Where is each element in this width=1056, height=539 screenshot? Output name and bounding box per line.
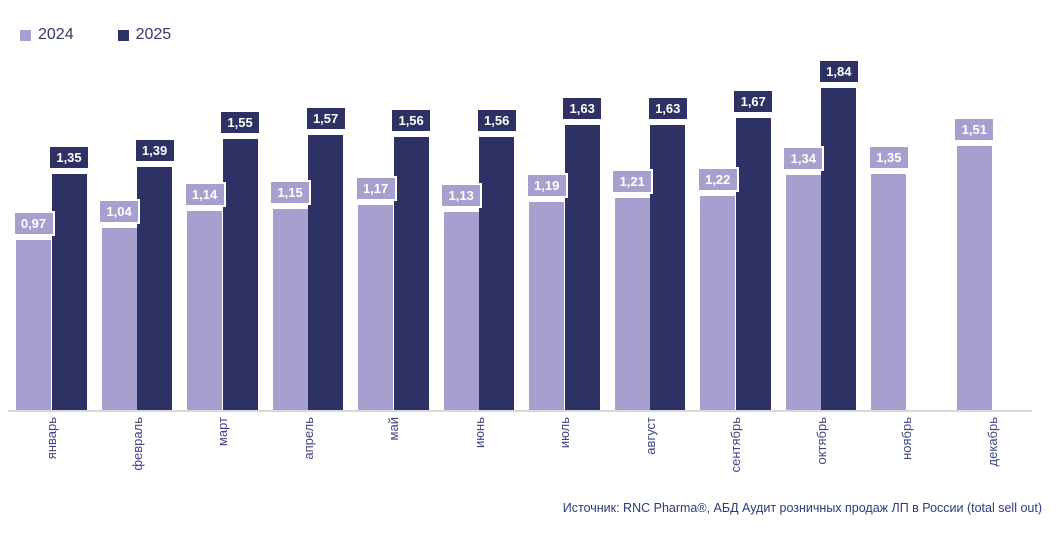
bar-group-10: 1,34 1,84 <box>782 50 860 410</box>
x-axis-label-cell-9: сентябрь <box>700 417 771 507</box>
bar-2025-month-7 <box>564 125 600 410</box>
bar-group-11: 1,35 <box>867 50 942 410</box>
x-axis-label-cell-1: январь <box>16 417 87 507</box>
plot-area: 0,97 1,35 1,04 1,39 1,14 1,55 1,15 1,57 1,17 1,56… <box>12 50 1028 410</box>
bar-2025-month-9 <box>735 118 771 410</box>
bar-2024-month-9 <box>700 196 736 410</box>
bar-2024-month-3 <box>187 211 223 410</box>
x-axis-label-12: декабрь <box>984 417 1000 467</box>
bar-2024-month-5 <box>358 205 394 410</box>
bar-value-label-2025-month-1: 1,35 <box>48 145 90 170</box>
bar-value-label-2024-month-12: 1,51 <box>953 117 996 142</box>
bar-value-label-2024-month-10: 1,34 <box>782 146 825 171</box>
legend-color-swatch-2025 <box>117 29 129 41</box>
x-axis-label-7: июль <box>557 417 573 449</box>
bar-2024-month-12 <box>956 146 992 410</box>
bar-2025-month-4 <box>308 135 344 410</box>
bar-group-8: 1,21 1,63 <box>611 50 689 410</box>
x-axis-label-cell-7: июль <box>529 417 600 507</box>
bar-2024-month-8 <box>614 198 650 410</box>
legend-item-2024: 2024 <box>20 26 74 44</box>
x-axis-label-11: ноябрь <box>899 417 915 460</box>
bar-2024-month-7 <box>529 202 565 410</box>
chart-legend: 2024 2025 <box>20 26 171 44</box>
bar-value-label-2024-month-9: 1,22 <box>696 167 739 192</box>
x-axis-label-1: январь <box>44 417 59 460</box>
x-axis-label-cell-12: декабрь <box>957 417 1028 507</box>
bar-2025-month-6 <box>479 137 515 410</box>
bar-group-12: 1,51 <box>953 50 1028 410</box>
x-axis-label-2: февраль <box>129 417 145 471</box>
x-axis-label-10: октябрь <box>813 417 829 465</box>
bar-value-label-2024-month-5: 1,17 <box>354 176 397 201</box>
x-axis-label-cell-11: ноябрь <box>871 417 942 507</box>
legend-color-swatch-2024 <box>20 29 31 41</box>
bar-2024-month-2 <box>101 228 137 410</box>
x-axis-label-5: май <box>386 417 402 441</box>
bar-group-7: 1,19 1,63 <box>525 50 604 410</box>
bar-2024-month-1 <box>16 240 51 410</box>
bar-value-label-2024-month-3: 1,14 <box>183 182 226 207</box>
x-axis-label-4: апрель <box>300 417 316 460</box>
bar-value-label-2025-month-10: 1,84 <box>817 59 860 84</box>
bar-value-label-2024-month-11: 1,35 <box>867 145 910 170</box>
bar-value-label-2024-month-4: 1,15 <box>269 180 312 205</box>
x-axis-label-cell-2: февраль <box>102 417 173 507</box>
bar-value-label-2025-month-3: 1,55 <box>219 110 262 135</box>
bar-2024-month-11 <box>871 174 907 410</box>
bar-group-4: 1,15 1,57 <box>269 50 347 410</box>
bar-value-label-2025-month-8: 1,63 <box>646 96 689 121</box>
legend-label-2024: 2024 <box>38 26 74 43</box>
bar-value-label-2024-month-8: 1,21 <box>611 169 654 194</box>
bar-group-6: 1,13 1,56 <box>440 50 518 410</box>
x-axis-label-cell-5: май <box>358 417 429 507</box>
bar-value-label-2024-month-7: 1,19 <box>525 173 568 198</box>
x-axis-label-cell-8: август <box>615 417 686 507</box>
bar-value-label-2025-month-5: 1,56 <box>390 108 433 133</box>
x-axis-label-9: сентябрь <box>728 417 744 473</box>
x-axis-line <box>8 410 1032 412</box>
bar-value-label-2025-month-9: 1,67 <box>732 89 775 114</box>
bar-value-label-2024-month-2: 1,04 <box>98 199 141 224</box>
source-note: Источник: RNC Pharma®, АБД Аудит розничн… <box>562 501 1042 515</box>
bar-2025-month-1 <box>51 174 87 410</box>
x-axis-label-cell-4: апрель <box>273 417 344 507</box>
bar-2025-month-3 <box>222 139 258 410</box>
bar-2024-month-4 <box>272 209 308 410</box>
x-axis-label-3: март <box>215 417 231 447</box>
bar-value-label-2025-month-4: 1,57 <box>304 106 347 131</box>
legend-label-2025: 2025 <box>135 26 172 43</box>
bar-group-3: 1,14 1,55 <box>183 50 262 410</box>
x-axis-label-cell-3: март <box>187 417 258 507</box>
bar-2025-month-2 <box>137 167 173 410</box>
bar-2024-month-6 <box>443 212 479 410</box>
x-axis-labels: январь февраль март апрель май июнь июль август… <box>16 417 1028 507</box>
bar-value-label-2024-month-1: 0,97 <box>12 211 55 236</box>
bar-value-label-2025-month-6: 1,56 <box>475 108 518 133</box>
bar-2024-month-10 <box>785 175 821 410</box>
bar-group-2: 1,04 1,39 <box>98 50 176 410</box>
bar-2025-month-10 <box>821 88 857 410</box>
x-axis-label-8: август <box>642 417 658 455</box>
bar-group-5: 1,17 1,56 <box>354 50 433 410</box>
bar-2025-month-8 <box>650 125 686 410</box>
bar-group-9: 1,22 1,67 <box>696 50 775 410</box>
bar-value-label-2025-month-7: 1,63 <box>561 96 604 121</box>
legend-item-2025: 2025 <box>117 26 172 44</box>
x-axis-label-cell-6: июнь <box>444 417 515 507</box>
x-axis-label-cell-10: октябрь <box>786 417 857 507</box>
bar-group-1: 0,97 1,35 <box>12 50 90 410</box>
bar-value-label-2025-month-2: 1,39 <box>133 138 176 163</box>
x-axis-label-6: июнь <box>471 417 487 448</box>
bar-value-label-2024-month-6: 1,13 <box>440 183 483 208</box>
bar-2025-month-5 <box>393 137 429 410</box>
